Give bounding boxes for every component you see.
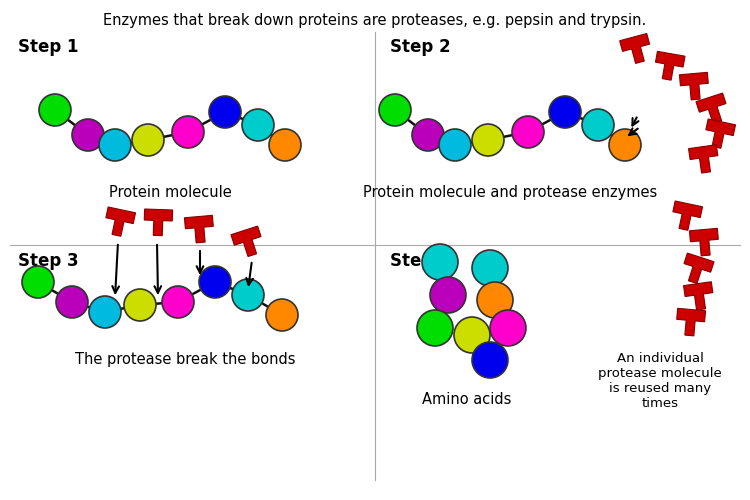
Polygon shape [683, 282, 712, 310]
Ellipse shape [582, 109, 614, 141]
Text: Amino acids: Amino acids [422, 392, 512, 407]
Polygon shape [680, 72, 708, 100]
Ellipse shape [439, 129, 471, 161]
Ellipse shape [242, 109, 274, 141]
Polygon shape [706, 119, 736, 148]
Ellipse shape [422, 244, 458, 280]
Ellipse shape [124, 289, 156, 321]
Ellipse shape [22, 266, 54, 298]
Ellipse shape [266, 299, 298, 331]
Ellipse shape [232, 279, 264, 311]
Polygon shape [684, 253, 714, 284]
Ellipse shape [199, 266, 231, 298]
Polygon shape [688, 144, 718, 173]
Ellipse shape [472, 342, 508, 378]
Ellipse shape [490, 310, 526, 346]
Text: Step 1: Step 1 [18, 38, 79, 56]
Polygon shape [144, 209, 172, 236]
Ellipse shape [209, 96, 241, 128]
Polygon shape [696, 93, 726, 124]
Ellipse shape [99, 129, 131, 161]
Text: Step 4: Step 4 [390, 252, 451, 270]
Polygon shape [673, 201, 703, 230]
Polygon shape [689, 228, 718, 256]
Ellipse shape [609, 129, 641, 161]
Text: Step 2: Step 2 [390, 38, 451, 56]
Text: Protein molecule: Protein molecule [109, 185, 231, 200]
Ellipse shape [39, 94, 71, 126]
Text: Enzymes that break down proteins are proteases, e.g. pepsin and trypsin.: Enzymes that break down proteins are pro… [104, 13, 646, 28]
Ellipse shape [477, 282, 513, 318]
Polygon shape [231, 226, 261, 256]
Ellipse shape [412, 119, 444, 151]
Ellipse shape [512, 116, 544, 148]
Ellipse shape [132, 124, 164, 156]
Ellipse shape [549, 96, 581, 128]
Ellipse shape [162, 286, 194, 318]
Ellipse shape [379, 94, 411, 126]
Ellipse shape [472, 124, 504, 156]
Polygon shape [620, 34, 650, 64]
Polygon shape [676, 308, 706, 336]
Ellipse shape [454, 317, 490, 353]
Polygon shape [106, 207, 136, 236]
Polygon shape [656, 52, 685, 80]
Ellipse shape [89, 296, 121, 328]
Ellipse shape [417, 310, 453, 346]
Polygon shape [184, 216, 213, 243]
Text: Protein molecule and protease enzymes: Protein molecule and protease enzymes [363, 185, 657, 200]
Ellipse shape [172, 116, 204, 148]
Ellipse shape [269, 129, 301, 161]
Text: The protease break the bonds: The protease break the bonds [75, 352, 296, 367]
Ellipse shape [472, 250, 508, 286]
Ellipse shape [56, 286, 88, 318]
Text: An individual
protease molecule
is reused many
times: An individual protease molecule is reuse… [598, 352, 722, 410]
Ellipse shape [72, 119, 104, 151]
Text: Step 3: Step 3 [18, 252, 79, 270]
Ellipse shape [430, 277, 466, 313]
